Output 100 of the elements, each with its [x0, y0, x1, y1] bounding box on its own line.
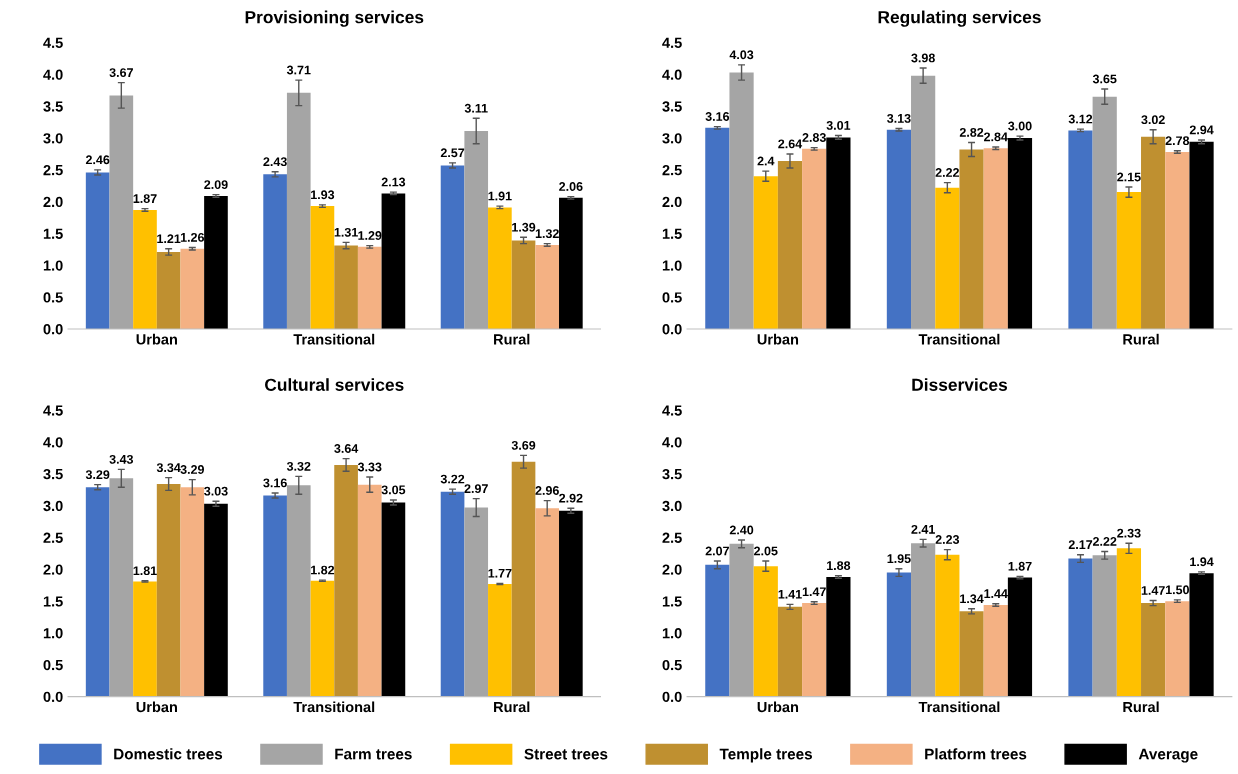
- y-tick-label: 4.0: [662, 69, 682, 80]
- data-label: 1.44: [984, 589, 1008, 598]
- bar: [511, 461, 536, 697]
- y-tick-label: 3.5: [662, 101, 682, 112]
- data-label: 3.29: [180, 465, 204, 474]
- bar: [381, 502, 406, 697]
- data-label: 1.50: [1165, 585, 1189, 595]
- bar: [204, 195, 228, 329]
- data-label: 3.71: [286, 65, 311, 75]
- x-tick-label: Rural: [494, 333, 530, 345]
- data-label: 1.47: [1141, 586, 1165, 595]
- data-label: 2.23: [935, 535, 960, 544]
- y-tick-label: 0.0: [43, 324, 63, 335]
- data-label: 3.12: [1068, 114, 1093, 124]
- bar: [357, 246, 382, 329]
- bar: [156, 484, 181, 697]
- data-label: 3.98: [911, 53, 935, 63]
- y-tick-label: 3.0: [662, 133, 682, 144]
- data-label: 3.32: [286, 461, 311, 471]
- data-label: 3.43: [109, 454, 134, 464]
- bar: [959, 149, 984, 329]
- x-tick-label: Transitional: [293, 701, 375, 713]
- data-label: 2.22: [1092, 537, 1117, 546]
- y-tick-label: 2.5: [43, 164, 63, 176]
- legend-label: Temple trees: [719, 748, 813, 763]
- bar: [911, 75, 936, 329]
- y-tick-label: 0.5: [662, 659, 682, 671]
- y-tick-label: 0.0: [662, 324, 682, 335]
- y-tick-label: 0.5: [43, 659, 63, 671]
- bar: [802, 148, 827, 329]
- data-label: 1.87: [1008, 561, 1032, 571]
- data-label: 2.22: [935, 168, 960, 177]
- chart-title: Regulating services: [878, 10, 1041, 27]
- data-label: 2.97: [464, 484, 488, 494]
- bar: [826, 137, 851, 329]
- bar: [705, 127, 730, 329]
- data-label: 2.13: [381, 177, 406, 187]
- data-label: 2.82: [959, 127, 984, 137]
- data-label: 3.16: [263, 478, 287, 488]
- bar: [286, 92, 311, 329]
- bar: [133, 581, 157, 697]
- data-label: 3.16: [705, 112, 730, 121]
- y-tick-label: 1.0: [662, 628, 682, 639]
- data-label: 1.26: [180, 232, 205, 242]
- data-label: 3.65: [1092, 74, 1117, 84]
- bar: [1141, 136, 1166, 329]
- data-label: 1.39: [512, 222, 536, 232]
- data-label: 3.69: [511, 440, 536, 450]
- bar: [109, 95, 134, 329]
- chart-title: Provisioning services: [245, 10, 424, 27]
- data-label: 3.11: [464, 103, 488, 113]
- y-tick-label: 3.5: [43, 468, 63, 480]
- bar: [1007, 577, 1033, 697]
- y-tick-label: 1.0: [43, 260, 63, 271]
- y-tick-label: 4.0: [43, 69, 63, 80]
- bar: [204, 503, 228, 697]
- data-label: 2.4: [757, 156, 775, 166]
- bar: [310, 206, 335, 329]
- data-label: 2.05: [754, 546, 778, 556]
- y-tick-label: 4.5: [662, 37, 682, 48]
- bar: [85, 487, 110, 697]
- data-label: 2.94: [1189, 125, 1214, 135]
- bar: [559, 510, 583, 697]
- y-tick-label: 0.5: [43, 292, 63, 303]
- data-label: 1.93: [311, 190, 335, 200]
- bar: [357, 484, 382, 697]
- y-tick-label: 2.0: [43, 196, 63, 208]
- data-label: 3.34: [156, 463, 181, 473]
- data-label: 3.22: [440, 474, 465, 484]
- data-label: 1.21: [157, 234, 181, 243]
- bar: [464, 507, 489, 697]
- bar: [464, 131, 489, 329]
- bar: [1068, 130, 1093, 329]
- x-tick-label: Transitional: [293, 333, 375, 345]
- bar: [1116, 192, 1142, 329]
- y-tick-label: 1.5: [43, 228, 63, 239]
- bar: [753, 566, 778, 697]
- data-label: 3.02: [1141, 115, 1165, 125]
- bar: [1007, 138, 1033, 329]
- bar: [753, 176, 778, 329]
- data-label: 3.03: [204, 486, 228, 496]
- y-tick-label: 2.0: [662, 196, 682, 208]
- y-tick-label: 4.0: [43, 437, 63, 448]
- data-label: 1.81: [133, 566, 157, 576]
- bar: [286, 485, 311, 697]
- bar: [1165, 601, 1190, 697]
- bar: [1189, 141, 1214, 329]
- data-label: 2.96: [535, 486, 559, 495]
- data-label: 1.31: [334, 227, 358, 237]
- data-label: 3.67: [109, 68, 133, 78]
- x-tick-label: Urban: [136, 701, 177, 713]
- y-tick-label: 2.5: [662, 164, 682, 176]
- bar: [777, 160, 803, 329]
- data-label: 2.46: [85, 155, 110, 165]
- bar: [959, 611, 984, 697]
- y-tick-label: 2.0: [43, 564, 63, 575]
- bar: [802, 603, 827, 697]
- data-label: 2.57: [440, 148, 465, 158]
- legend-label: Average: [1138, 748, 1198, 763]
- y-tick-label: 3.5: [43, 101, 63, 112]
